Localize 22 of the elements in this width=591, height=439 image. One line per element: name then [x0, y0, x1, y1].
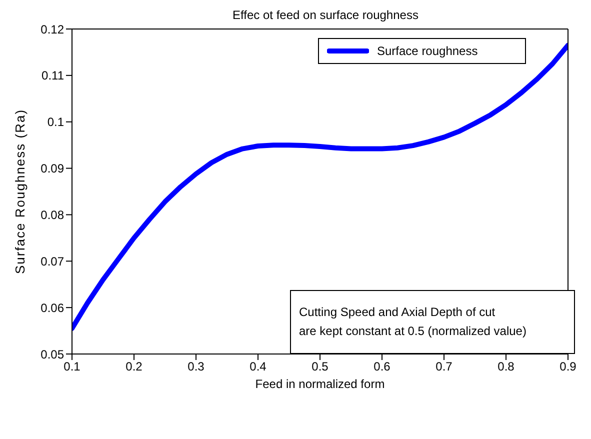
note-box: Cutting Speed and Axial Depth of cut are kept constant at 0.5 (normalized value): [290, 290, 575, 354]
y-tick-label: 0.07: [40, 254, 64, 268]
x-tick-label: 0.3: [188, 360, 205, 374]
y-tick-label: 0.06: [40, 300, 64, 315]
x-tick-label: 0.8: [498, 360, 515, 374]
x-tick-label: 0.6: [374, 360, 391, 374]
x-tick-label: 0.1: [64, 360, 81, 374]
chart-title: Effec ot feed on surface roughness: [232, 8, 420, 24]
x-tick-label: 0.7: [436, 360, 453, 374]
x-tick-label: 0.5: [312, 360, 329, 374]
x-tick-label: 0.9: [560, 360, 577, 374]
x-axis-title: Feed in normalized form: [255, 377, 385, 391]
x-tick-label: 0.4: [250, 360, 267, 374]
y-tick-label: 0.11: [42, 68, 64, 83]
y-tick-label: 0.12: [40, 22, 64, 36]
x-tick-label: 0.2: [126, 360, 143, 374]
y-axis-title: Surface Roughness (Ra): [12, 108, 28, 274]
y-tick-label: 0.09: [40, 162, 64, 176]
y-tick-label: 0.1: [47, 115, 64, 130]
y-tick-label: 0.05: [40, 347, 64, 362]
y-tick-label: 0.08: [40, 208, 64, 222]
legend-label: Surface roughness: [377, 44, 478, 58]
